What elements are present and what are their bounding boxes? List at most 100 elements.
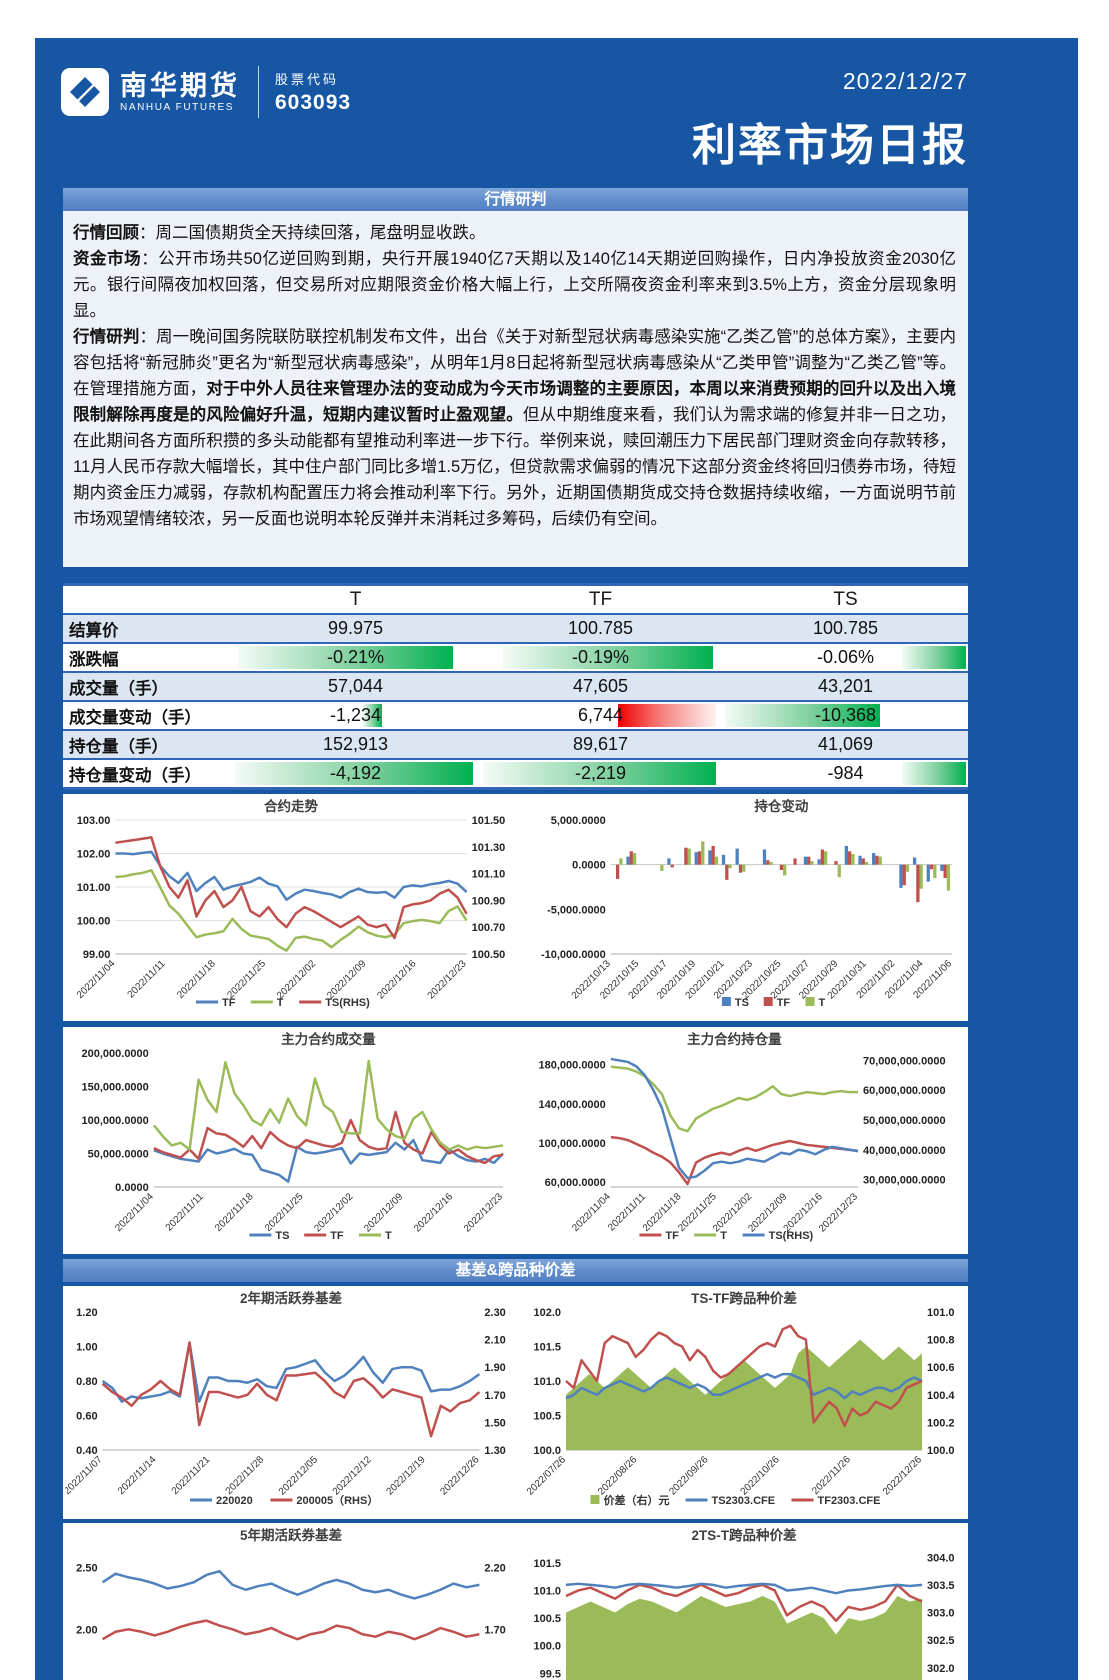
svg-text:100.0: 100.0 — [927, 1445, 955, 1457]
svg-text:302.0: 302.0 — [927, 1663, 955, 1675]
chart-2ts-t-spread: 2TS-T跨品种价差 101.5 101.0 100.5 100.0 99.5 304.0 3… — [522, 1525, 966, 1680]
svg-text:1.20: 1.20 — [76, 1307, 97, 1319]
svg-text:2022/11/18: 2022/11/18 — [175, 958, 218, 1001]
charts-row-1: 合约走势 103.00 102.00 101.00 100.00 99.00 101.50 1… — [63, 794, 968, 1021]
chart-ts-tf-spread: TS-TF跨品种价差 102.0 101.5 101.0 100.5 100.0 101.0… — [522, 1288, 966, 1517]
chart-contract-trend: 合约走势 103.00 102.00 101.00 100.00 99.00 101.50 1… — [65, 796, 517, 1019]
svg-text:2022/12/16: 2022/12/16 — [375, 958, 418, 1001]
svg-text:TS: TS — [275, 1230, 289, 1242]
bold-run: 对于中外人员往来管理办法的变动成为今天市场调整的主要原因，本周以来消费预期的回升… — [73, 380, 957, 424]
table-cell: 152,913 — [233, 729, 478, 759]
svg-text:TS2303.CFE: TS2303.CFE — [712, 1495, 776, 1507]
svg-text:1.00: 1.00 — [76, 1342, 97, 1354]
cell-value: 99.975 — [327, 618, 384, 638]
svg-text:100.90: 100.90 — [472, 895, 506, 907]
cell-value: -2,219 — [574, 763, 627, 783]
charts-row-2: 主力合约成交量 200,000.0000 150,000.0000 100,000.0… — [63, 1027, 968, 1254]
data-bar — [725, 704, 880, 727]
svg-text:1.70: 1.70 — [484, 1390, 505, 1402]
cell-value: -4,192 — [329, 763, 382, 783]
svg-text:1.70: 1.70 — [484, 1624, 505, 1636]
svg-text:304.0: 304.0 — [927, 1552, 955, 1564]
svg-text:60,000.0000: 60,000.0000 — [545, 1177, 606, 1189]
svg-text:303.5: 303.5 — [927, 1580, 955, 1592]
cell-value: -984 — [827, 763, 864, 783]
cell-value: 152,913 — [322, 734, 389, 754]
svg-text:100.4: 100.4 — [927, 1390, 955, 1402]
text-run: ：周一晚间国务院联防联控机制发布文件，出台《关于对新型冠状病毒感染实施“乙类乙管… — [73, 328, 957, 398]
svg-text:T: T — [277, 997, 284, 1009]
table-cell: 99.975 — [233, 613, 478, 643]
table-cell: -2,219 — [478, 758, 723, 789]
svg-text:70,000,000.0000: 70,000,000.0000 — [863, 1055, 946, 1067]
svg-text:TF: TF — [222, 997, 236, 1009]
cell-value: -10,368 — [814, 705, 877, 725]
row-label: 涨跌幅 — [63, 642, 233, 672]
svg-text:99.5: 99.5 — [540, 1668, 561, 1680]
text-run: 但从中期维度来看，我们认为需求端的修复并非一日之功，在此期间各方面所积攒的多头动… — [73, 406, 957, 528]
svg-text:TF: TF — [777, 997, 791, 1009]
chart-canvas: 2年期活跃券基差 1.20 1.00 0.80 0.60 0.40 2.30 2.10 1.90… — [62, 1290, 506, 1507]
data-bar — [617, 704, 716, 727]
data-bar — [235, 762, 474, 785]
svg-text:TS(RHS): TS(RHS) — [769, 1230, 814, 1242]
svg-text:100.70: 100.70 — [472, 922, 506, 934]
logo-company-name-en: NANHUA FUTURES — [120, 101, 235, 113]
svg-text:2022/11/11: 2022/11/11 — [164, 1191, 206, 1233]
svg-text:2022/12/16: 2022/12/16 — [412, 1191, 455, 1234]
svg-text:100,000.0000: 100,000.0000 — [539, 1138, 606, 1150]
chart-2y-active-bond-basis: 2年期活跃券基差 1.20 1.00 0.80 0.60 0.40 2.30 2.10 1.90… — [62, 1288, 517, 1517]
svg-text:2年期活跃券基差: 2年期活跃券基差 — [240, 1290, 342, 1306]
chart-main-contract-volume: 主力合约成交量 200,000.0000 150,000.0000 100,000.0… — [65, 1029, 517, 1252]
svg-text:101.5: 101.5 — [533, 1342, 561, 1354]
column-header-empty — [63, 584, 233, 615]
table-cell: -0.21% — [233, 642, 478, 672]
svg-text:0.40: 0.40 — [76, 1445, 97, 1457]
svg-text:220020: 220020 — [216, 1495, 253, 1507]
table-cell: 57,044 — [233, 671, 478, 701]
cell-value: -1,234 — [329, 705, 382, 725]
paragraph: 行情研判：周一晚间国务院联防联控机制发布文件，出台《关于对新型冠状病毒感染实施“… — [73, 324, 956, 532]
chart-canvas: 2TS-T跨品种价差 101.5 101.0 100.5 100.0 99.5 304.0 3… — [533, 1527, 955, 1680]
svg-text:140,000.0000: 140,000.0000 — [539, 1099, 606, 1111]
stock-code-label: 股票代码 — [275, 72, 340, 87]
svg-text:1.50: 1.50 — [484, 1417, 505, 1429]
cell-value: 43,201 — [817, 676, 874, 696]
svg-text:5年期活跃券基差: 5年期活跃券基差 — [240, 1527, 342, 1543]
svg-text:2022/12/12: 2022/12/12 — [331, 1454, 374, 1497]
svg-text:1.90: 1.90 — [484, 1362, 505, 1374]
svg-text:101.5: 101.5 — [533, 1558, 561, 1570]
svg-text:101.0: 101.0 — [533, 1376, 561, 1388]
row-label: 成交量（手） — [63, 671, 233, 701]
svg-text:2022/11/25: 2022/11/25 — [263, 1191, 306, 1234]
svg-text:TS-TF跨品种价差: TS-TF跨品种价差 — [691, 1290, 797, 1306]
stock-info: 股票代码 603093 — [275, 69, 351, 115]
table-row: 持仓量变动（手） -4,192 -2,219 -984 — [63, 758, 968, 789]
svg-text:-10,000.0000: -10,000.0000 — [541, 949, 606, 961]
svg-text:100.8: 100.8 — [927, 1335, 955, 1347]
svg-text:2.00: 2.00 — [76, 1624, 97, 1636]
blue-panel: 南华期货 NANHUA FUTURES 股票代码 603093 2022/12/… — [35, 38, 1078, 1680]
logo-text: 南华期货 NANHUA FUTURES — [120, 72, 240, 113]
row-label: 结算价 — [63, 613, 233, 643]
svg-text:2022/11/11: 2022/11/11 — [126, 958, 168, 1000]
cell-value: -0.19% — [571, 647, 630, 667]
svg-text:2022/12/02: 2022/12/02 — [312, 1191, 355, 1234]
svg-text:TF: TF — [665, 1230, 679, 1242]
svg-text:2.30: 2.30 — [484, 1307, 505, 1319]
svg-text:200005（RHS）: 200005（RHS） — [296, 1494, 378, 1507]
section-header-market-analysis: 行情研判 — [63, 188, 968, 211]
svg-text:0.80: 0.80 — [76, 1376, 97, 1388]
svg-text:100.0: 100.0 — [533, 1641, 561, 1653]
table-header-row: T TF TS — [63, 584, 968, 615]
svg-text:100.5: 100.5 — [533, 1613, 561, 1625]
svg-text:主力合约成交量: 主力合约成交量 — [281, 1031, 376, 1047]
cell-value: 100.785 — [567, 618, 634, 638]
table-cell: -4,192 — [233, 758, 478, 789]
data-bar — [362, 704, 383, 727]
svg-text:101.00: 101.00 — [77, 882, 111, 894]
diamond-logo-icon — [70, 77, 100, 107]
svg-text:100,000.0000: 100,000.0000 — [82, 1115, 149, 1127]
svg-text:0.0000: 0.0000 — [572, 860, 606, 872]
